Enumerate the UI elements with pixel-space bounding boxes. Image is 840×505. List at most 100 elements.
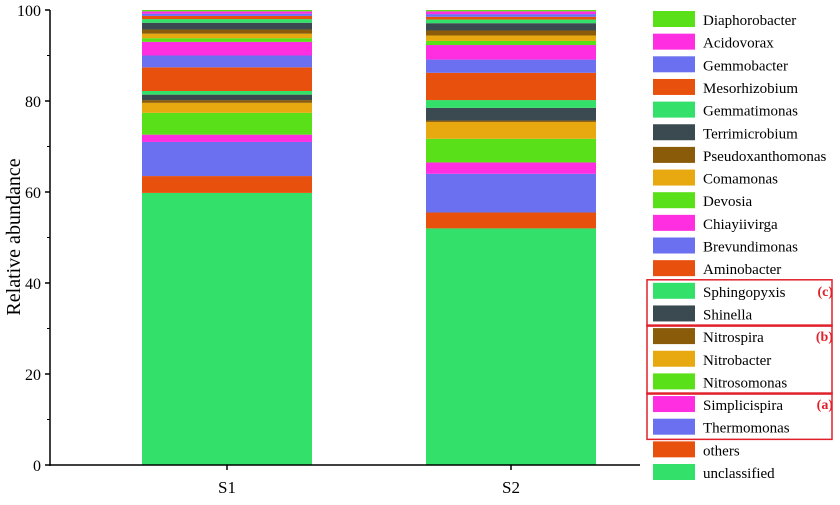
legend-label-terrimicrobium: Terrimicrobium bbox=[703, 126, 798, 142]
bars-layer bbox=[142, 10, 596, 465]
bar-segment-s1-acidovorax bbox=[142, 11, 312, 14]
legend-label-diaphorobacter: Diaphorobacter bbox=[703, 13, 796, 29]
bar-segment-s2-mesorhizobium bbox=[426, 16, 596, 20]
legend-label-pseudoxanthomonas: Pseudoxanthomonas bbox=[703, 149, 826, 165]
y-tick-label-0: 0 bbox=[33, 458, 41, 475]
bar-segment-s2-sphingopyxis bbox=[426, 100, 596, 108]
bar-segment-s2-others bbox=[426, 212, 596, 229]
legend-swatch-acidovorax bbox=[653, 33, 695, 50]
legend-label-sphingopyxis: Sphingopyxis bbox=[703, 285, 786, 301]
legend-label-thermomonas: Thermomonas bbox=[703, 421, 790, 437]
legend-label-acidovorax: Acidovorax bbox=[703, 36, 774, 52]
legend-swatch-sphingopyxis bbox=[653, 282, 695, 299]
bar-segment-s1-unclassified bbox=[142, 192, 312, 465]
legend-swatch-comamonas bbox=[653, 169, 695, 186]
bar-segment-s1-comamonas bbox=[142, 33, 312, 39]
bar-segment-s2-terrimicrobium bbox=[426, 23, 596, 31]
bar-segment-s2-simplicispira bbox=[426, 162, 596, 174]
legend-swatch-chiayiivirga bbox=[653, 214, 695, 231]
x-tick-label-s1: S1 bbox=[218, 478, 236, 497]
legend-label-brevundimonas: Brevundimonas bbox=[703, 240, 798, 256]
legend-group-box-1 bbox=[646, 324, 833, 395]
legend-label-comamonas: Comamonas bbox=[703, 172, 778, 188]
legend-swatch-mesorhizobium bbox=[653, 78, 695, 95]
bar-segment-s2-nitrosomonas bbox=[426, 138, 596, 163]
legend-label-devosia: Devosia bbox=[703, 194, 752, 210]
bar-segment-s1-devosia bbox=[142, 38, 312, 42]
bar-segment-s1-brevundimonas bbox=[142, 55, 312, 68]
y-tick-label-80: 80 bbox=[25, 94, 41, 111]
legend-label-nitrosomonas: Nitrosomonas bbox=[703, 375, 787, 391]
legend-label-chiayiivirga: Chiayiivirga bbox=[703, 217, 778, 233]
y-tick-label-100: 100 bbox=[17, 3, 41, 20]
legend-label-mesorhizobium: Mesorhizobium bbox=[703, 81, 798, 97]
bar-segment-s1-thermomonas bbox=[142, 141, 312, 177]
bar-segment-s2-aminobacter bbox=[426, 72, 596, 101]
bar-segment-s1-pseudoxanthomonas bbox=[142, 29, 312, 34]
legend-swatch-gemmobacter bbox=[653, 56, 695, 73]
legend-swatch-terrimicrobium bbox=[653, 124, 695, 141]
bar-segment-s2-thermomonas bbox=[426, 173, 596, 213]
legend-group-label-2: (a) bbox=[817, 398, 834, 413]
bar-segment-s2-nitrospira bbox=[426, 120, 596, 122]
bar-segment-s1-sphingopyxis bbox=[142, 90, 312, 95]
bar-segment-s1-chiayiivirga bbox=[142, 41, 312, 56]
bar-segment-s2-gemmobacter bbox=[426, 14, 596, 17]
legend-swatch-nitrospira bbox=[653, 328, 695, 345]
bar-segment-s1-aminobacter bbox=[142, 67, 312, 91]
legend-label-shinella: Shinella bbox=[703, 307, 753, 323]
legend-swatch-devosia bbox=[653, 192, 695, 209]
legend-swatch-others bbox=[653, 441, 695, 458]
legend-swatch-pseudoxanthomonas bbox=[653, 146, 695, 163]
bar-segment-s2-brevundimonas bbox=[426, 59, 596, 73]
legend-group-label-1: (b) bbox=[816, 330, 833, 345]
bar-segment-s1-others bbox=[142, 176, 312, 193]
legend-label-unclassified: unclassified bbox=[703, 466, 775, 482]
bar-segment-s2-devosia bbox=[426, 40, 596, 46]
legend-swatch-aminobacter bbox=[653, 260, 695, 277]
legend-swatch-unclassified bbox=[653, 464, 695, 480]
bar-segment-s1-simplicispira bbox=[142, 134, 312, 142]
bar-segment-s1-terrimicrobium bbox=[142, 22, 312, 30]
legend-label-aminobacter: Aminobacter bbox=[703, 262, 781, 278]
legend-label-nitrobacter: Nitrobacter bbox=[703, 353, 771, 369]
bar-segment-s1-shinella bbox=[142, 94, 312, 101]
legend-swatch-brevundimonas bbox=[653, 237, 695, 254]
legend-group-box-0 bbox=[646, 279, 833, 327]
legend-group-label-0: (c) bbox=[817, 285, 833, 300]
legend-label-others: others bbox=[703, 443, 740, 459]
legend-swatch-shinella bbox=[653, 305, 695, 322]
bar-segment-s1-nitrospira bbox=[142, 100, 312, 103]
legend-label-gemmobacter: Gemmobacter bbox=[703, 58, 788, 74]
bar-segment-s1-mesorhizobium bbox=[142, 15, 312, 20]
legend-label-simplicispira: Simplicispira bbox=[703, 398, 783, 414]
bar-segment-s1-diaphorobacter bbox=[142, 10, 312, 12]
y-axis-label: Relative abundance bbox=[3, 158, 25, 315]
legend-swatch-simplicispira bbox=[653, 396, 695, 413]
y-tick-label-60: 60 bbox=[25, 185, 41, 202]
legend-swatch-gemmatimonas bbox=[653, 101, 695, 118]
bar-segment-s2-comamonas bbox=[426, 35, 596, 41]
bar-segment-s2-unclassified bbox=[426, 228, 596, 465]
x-tick-label-s2: S2 bbox=[502, 478, 520, 497]
legend-swatch-nitrobacter bbox=[653, 350, 695, 367]
legend-swatch-nitrosomonas bbox=[653, 373, 695, 390]
y-tick-label-40: 40 bbox=[25, 276, 41, 293]
legend-label-gemmatimonas: Gemmatimonas bbox=[703, 104, 798, 120]
legend: Diaphorobacter Acidovorax Gemmobacter Mesor… bbox=[646, 11, 834, 482]
bar-segment-s1-gemmatimonas bbox=[142, 19, 312, 23]
axes-layer: Relative abundance 0 20 40 60 80 100 S1 S2 bbox=[3, 3, 640, 497]
bar-segment-s1-nitrosomonas bbox=[142, 112, 312, 135]
legend-swatch-thermomonas bbox=[653, 418, 695, 435]
legend-label-nitrospira: Nitrospira bbox=[703, 330, 764, 346]
bar-segment-s1-nitrobacter bbox=[142, 102, 312, 113]
legend-swatch-diaphorobacter bbox=[653, 11, 695, 27]
bar-segment-s2-pseudoxanthomonas bbox=[426, 30, 596, 36]
bar-segment-s2-acidovorax bbox=[426, 11, 596, 15]
bar-segment-s2-nitrobacter bbox=[426, 121, 596, 139]
bar-segment-s2-chiayiivirga bbox=[426, 45, 596, 60]
bar-segment-s2-gemmatimonas bbox=[426, 19, 596, 24]
legend-group-box-2 bbox=[646, 392, 833, 441]
